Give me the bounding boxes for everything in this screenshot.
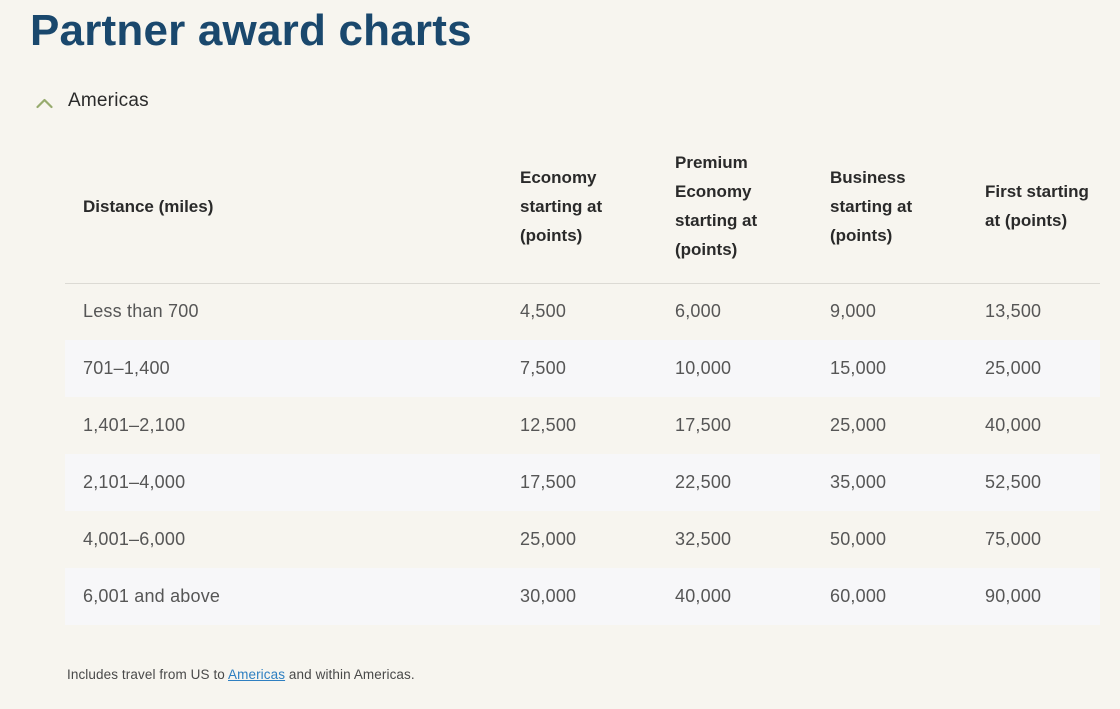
cell-economy: 17,500 (520, 472, 577, 492)
cell-distance: 1,401–2,100 (83, 415, 186, 435)
cell-business: 60,000 (830, 586, 887, 606)
cell-economy: 30,000 (520, 586, 577, 606)
table-row: 2,101–4,000 17,500 22,500 35,000 52,500 (65, 454, 1100, 511)
cell-first: 13,500 (985, 301, 1042, 322)
table-header-row: Distance (miles) Economy starting at (po… (65, 130, 1100, 284)
cell-economy: 25,000 (520, 529, 577, 549)
cell-premium-economy: 32,500 (675, 529, 732, 549)
table-row: 701–1,400 7,500 10,000 15,000 25,000 (65, 340, 1100, 397)
column-header-first: First starting at (points) (967, 130, 1100, 284)
cell-distance: Less than 700 (83, 301, 199, 322)
accordion-toggle-americas[interactable]: Americas (36, 90, 149, 112)
cell-economy: 4,500 (520, 301, 567, 322)
page-title: Partner award charts (30, 6, 472, 55)
cell-premium-economy: 6,000 (675, 301, 722, 322)
column-header-distance: Distance (miles) (65, 130, 502, 284)
table-row: 4,001–6,000 25,000 32,500 50,000 75,000 (65, 511, 1100, 568)
cell-distance: 2,101–4,000 (83, 472, 186, 492)
cell-economy: 7,500 (520, 358, 567, 378)
cell-distance: 701–1,400 (83, 358, 170, 378)
footnote-text-prefix: Includes travel from US to (67, 667, 229, 682)
chevron-up-icon (36, 96, 53, 108)
cell-first: 52,500 (985, 472, 1042, 492)
column-header-premium-economy: Premium Economy starting at (points) (657, 130, 812, 284)
cell-first: 90,000 (985, 586, 1042, 606)
cell-distance: 4,001–6,000 (83, 529, 186, 549)
table-row: 1,401–2,100 12,500 17,500 25,000 40,000 (65, 397, 1100, 454)
cell-economy: 12,500 (520, 415, 577, 435)
column-header-business: Business starting at (points) (812, 130, 967, 284)
cell-distance: 6,001 and above (83, 586, 221, 606)
cell-business: 35,000 (830, 472, 887, 492)
cell-first: 25,000 (985, 358, 1042, 378)
footnote-text-suffix: and within Americas. (285, 667, 415, 682)
cell-business: 50,000 (830, 529, 887, 549)
americas-link[interactable]: Americas (228, 667, 286, 682)
table-footnote: Includes travel from US to Americas and … (67, 667, 415, 682)
cell-first: 40,000 (985, 415, 1042, 435)
column-header-economy: Economy starting at (points) (502, 130, 657, 284)
cell-premium-economy: 17,500 (675, 415, 732, 435)
table-row: Less than 700 4,500 6,000 9,000 13,500 (65, 283, 1100, 340)
cell-business: 15,000 (830, 358, 887, 378)
award-table-container: Distance (miles) Economy starting at (po… (65, 130, 1100, 625)
accordion-region-label: Americas (68, 90, 149, 111)
cell-business: 25,000 (830, 415, 887, 435)
cell-first: 75,000 (985, 529, 1042, 549)
cell-premium-economy: 22,500 (675, 472, 732, 492)
table-row: 6,001 and above 30,000 40,000 60,000 90,… (65, 568, 1100, 625)
award-table: Distance (miles) Economy starting at (po… (65, 130, 1100, 625)
cell-premium-economy: 10,000 (675, 358, 732, 378)
cell-business: 9,000 (830, 301, 877, 322)
cell-premium-economy: 40,000 (675, 586, 732, 606)
